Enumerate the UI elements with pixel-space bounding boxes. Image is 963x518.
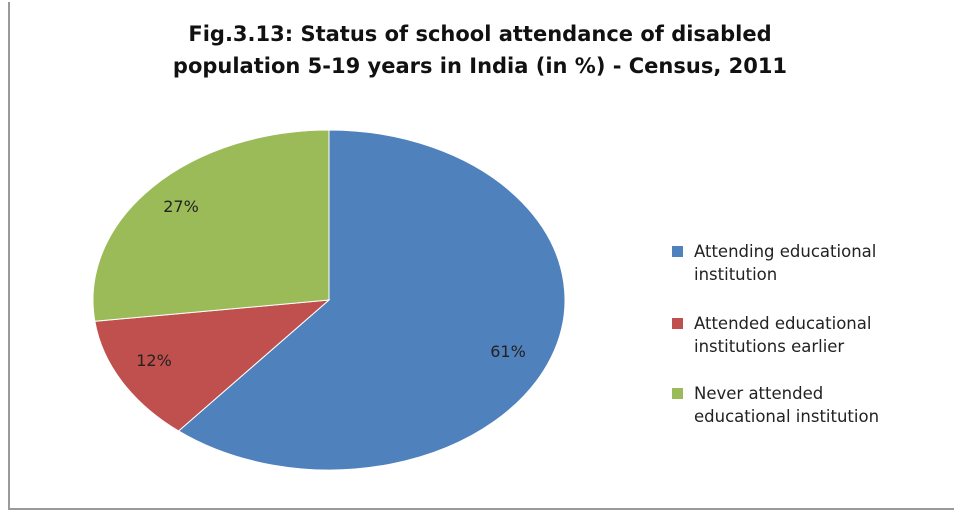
legend-swatch-attending xyxy=(672,246,683,257)
pie-slice-never-attended xyxy=(92,129,330,322)
chart-frame xyxy=(8,2,954,510)
legend: Attending educational institution Attend… xyxy=(672,240,957,454)
data-label-attended-earlier: 12% xyxy=(136,351,172,370)
legend-label-never-attended-2: educational institution xyxy=(694,407,880,426)
legend-item-attending: Attending educational institution xyxy=(672,240,957,286)
pie-slice-attending xyxy=(177,129,566,471)
data-label-never-attended: 27% xyxy=(163,197,199,216)
legend-label-attended-earlier-1: Attended educational xyxy=(694,314,872,333)
legend-item-never-attended: Never attended educational institution xyxy=(672,382,957,428)
chart-title-line-2: population 5-19 years in India (in %) - … xyxy=(172,54,788,78)
legend-label-attending-1: Attending educational xyxy=(694,242,877,261)
data-label-attending: 61% xyxy=(490,342,526,361)
legend-swatch-never-attended xyxy=(672,388,683,399)
chart-title-line-1: Fig.3.13: Status of school attendance of… xyxy=(188,22,772,46)
pie-slice-attended-earlier xyxy=(94,299,331,432)
chart-title: Fig.3.13: Status of school attendance of… xyxy=(60,18,900,82)
legend-label-attending-2: institution xyxy=(694,265,778,284)
legend-label-never-attended-1: Never attended xyxy=(694,384,824,403)
legend-item-attended-earlier: Attended educational institutions earlie… xyxy=(672,312,957,358)
legend-label-attended-earlier-2: institutions earlier xyxy=(694,337,845,356)
legend-swatch-attended-earlier xyxy=(672,318,683,329)
